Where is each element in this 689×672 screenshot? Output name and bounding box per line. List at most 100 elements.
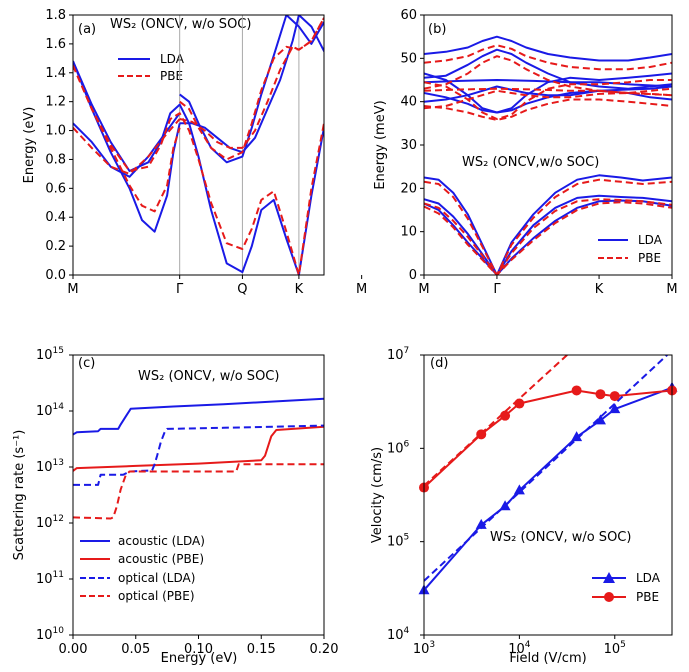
data-point-circle — [476, 429, 487, 440]
y-tick-label: 10 — [400, 225, 417, 240]
y-tick-label: 107 — [387, 346, 409, 363]
series-line — [424, 389, 672, 489]
series-line — [424, 35, 672, 62]
series-line — [73, 397, 324, 436]
x-tick-label: 0.05 — [121, 642, 150, 657]
legend-label-acoustic-lda: acoustic (LDA) — [118, 534, 205, 548]
y-tick-label: 1012 — [36, 514, 64, 531]
data-point-circle — [514, 398, 525, 409]
x-tick-label: M — [356, 282, 367, 297]
y-tick-exponent: 10 — [53, 626, 65, 636]
y-tick-label: 1011 — [36, 570, 64, 587]
legend-label-optical-pbe: optical (PBE) — [118, 589, 195, 603]
legend-label-pbe: PBE — [160, 69, 183, 83]
x-tick-label: Q — [237, 282, 247, 297]
panel-a-ylabel: Energy (eV) — [22, 107, 37, 184]
series-line — [73, 60, 324, 275]
data-point-circle — [500, 410, 511, 421]
panel-b-label: (b) — [428, 22, 446, 37]
x-tick-label: 0.00 — [59, 642, 88, 657]
panel-a: (a) WS₂ (ONCV, w/o SOC) Energy (eV) LDA … — [22, 8, 367, 297]
y-tick-label: 30 — [400, 138, 417, 153]
x-tick-label: Γ — [493, 282, 501, 297]
data-point-triangle — [571, 431, 583, 442]
axes-frame — [72, 354, 325, 636]
y-tick-exponent: 4 — [404, 626, 410, 636]
x-tick-label: M — [67, 282, 78, 297]
series-line — [73, 463, 324, 520]
panel-d-legend: LDA PBE — [592, 571, 661, 604]
panel-c-title: WS₂ (ONCV, w/o SOC) — [138, 369, 279, 384]
y-tick-exponent: 14 — [53, 402, 65, 412]
series-line — [424, 386, 672, 591]
y-tick-exponent: 12 — [53, 514, 64, 524]
data-point-triangle — [499, 500, 511, 511]
panel-c: (c) WS₂ (ONCV, w/o SOC) Energy (eV) Scat… — [12, 346, 338, 666]
y-tick-label: 50 — [400, 51, 417, 66]
data-point-triangle — [609, 403, 621, 414]
series-line — [424, 174, 672, 275]
series-line — [424, 194, 672, 275]
legend-label-acoustic-pbe: acoustic (PBE) — [118, 552, 204, 566]
series-line — [424, 201, 672, 275]
y-tick-label: 105 — [387, 533, 409, 550]
x-tick-exponent: 5 — [620, 640, 626, 650]
series-line — [424, 79, 672, 120]
x-tick-label: 103 — [413, 640, 435, 657]
series-line — [424, 44, 672, 71]
y-tick-label: 1013 — [36, 458, 64, 475]
x-tick-label: M — [666, 282, 677, 297]
series-group — [424, 35, 672, 275]
series-line — [424, 355, 668, 582]
panel-a-title: WS₂ (ONCV, w/o SOC) — [110, 17, 251, 32]
y-tick-label: 1.8 — [45, 8, 66, 23]
y-tick-label: 1014 — [36, 402, 64, 419]
series-line — [179, 16, 324, 161]
y-tick-exponent: 5 — [404, 533, 410, 543]
x-tick-label: M — [418, 282, 429, 297]
legend-marker-triangle — [603, 572, 615, 583]
series-line — [424, 79, 672, 88]
y-tick-label: 1.0 — [45, 124, 66, 139]
data-point-circle — [609, 391, 620, 402]
panel-d: (d) WS₂ (ONCV, w/o SOC) Field (V/cm) Vel… — [370, 346, 678, 666]
series-group — [73, 15, 324, 275]
legend-label-optical-lda: optical (LDA) — [118, 571, 195, 585]
y-tick-label: 20 — [400, 181, 417, 196]
series-line — [73, 118, 181, 175]
x-tick-exponent: 3 — [429, 640, 435, 650]
axes-frame — [72, 14, 325, 276]
y-tick-label: 0.2 — [45, 239, 66, 254]
panel-d-label: (d) — [430, 356, 448, 371]
x-tick-label: 0.20 — [310, 642, 339, 657]
x-tick-exponent: 4 — [525, 640, 531, 650]
y-tick-label: 0.0 — [45, 268, 66, 283]
series-line — [424, 89, 672, 110]
y-tick-label: 40 — [400, 95, 417, 110]
y-tick-label: 104 — [387, 626, 410, 643]
data-point-triangle — [475, 518, 487, 529]
series-line — [73, 424, 324, 486]
y-tick-exponent: 13 — [53, 458, 64, 468]
series-line — [424, 198, 672, 275]
series-line — [424, 85, 672, 103]
panel-c-label: (c) — [78, 356, 95, 371]
y-tick-label: 0.6 — [45, 181, 66, 196]
panel-d-ylabel: Velocity (cm/s) — [370, 447, 385, 543]
data-point-circle — [571, 385, 582, 396]
series-line — [424, 178, 672, 275]
data-point-circle — [595, 389, 606, 400]
y-tick-label: 0.8 — [45, 152, 66, 167]
legend-label-lda: LDA — [636, 571, 661, 585]
y-tick-label: 1010 — [36, 626, 64, 643]
legend-label-lda: LDA — [160, 52, 185, 66]
y-tick-exponent: 11 — [53, 570, 64, 580]
x-tick-label: K — [595, 282, 604, 297]
x-tick-label: K — [295, 282, 304, 297]
series-line — [424, 55, 672, 94]
panel-a-legend: LDA PBE — [118, 52, 185, 83]
series-group — [73, 397, 324, 520]
legend-label-pbe: PBE — [636, 590, 659, 604]
